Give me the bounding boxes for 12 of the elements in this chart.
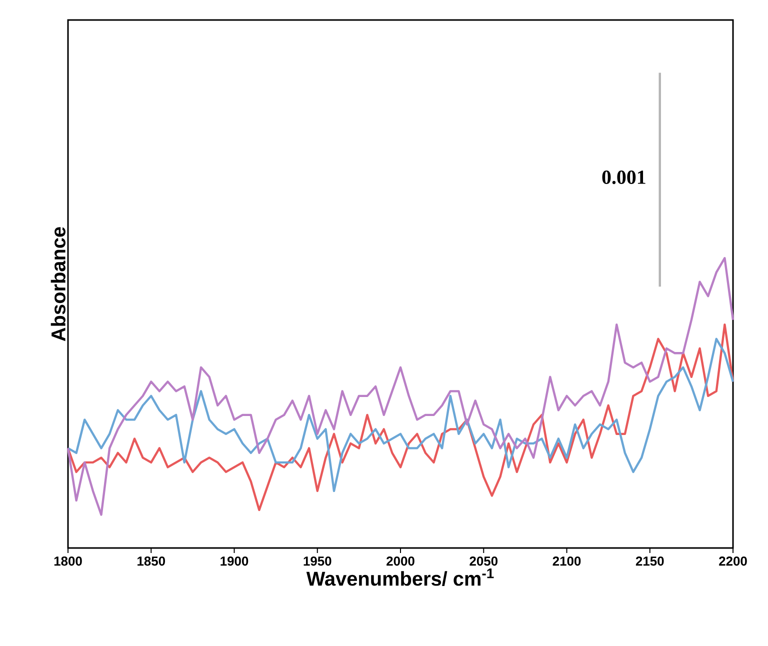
x-tick-label: 2150 <box>636 556 664 566</box>
x-tick-label: 1850 <box>138 556 165 566</box>
x-axis-title: Wavenumbers/ cm$^{-1}$ <box>306 568 494 586</box>
x-tick-label: 1800 <box>54 556 82 566</box>
x-tick-label: 1950 <box>304 556 332 566</box>
x-tick-label: 2000 <box>386 556 414 566</box>
annotation: 0.001 <box>602 170 646 184</box>
x-tick-label: 2100 <box>552 556 581 566</box>
x-tick-label: 1900 <box>220 556 248 566</box>
x-tick-label: 2050 <box>470 556 498 566</box>
x-tick-label: 2200 <box>719 556 747 566</box>
y-axis-title: Absorbance <box>50 227 66 342</box>
